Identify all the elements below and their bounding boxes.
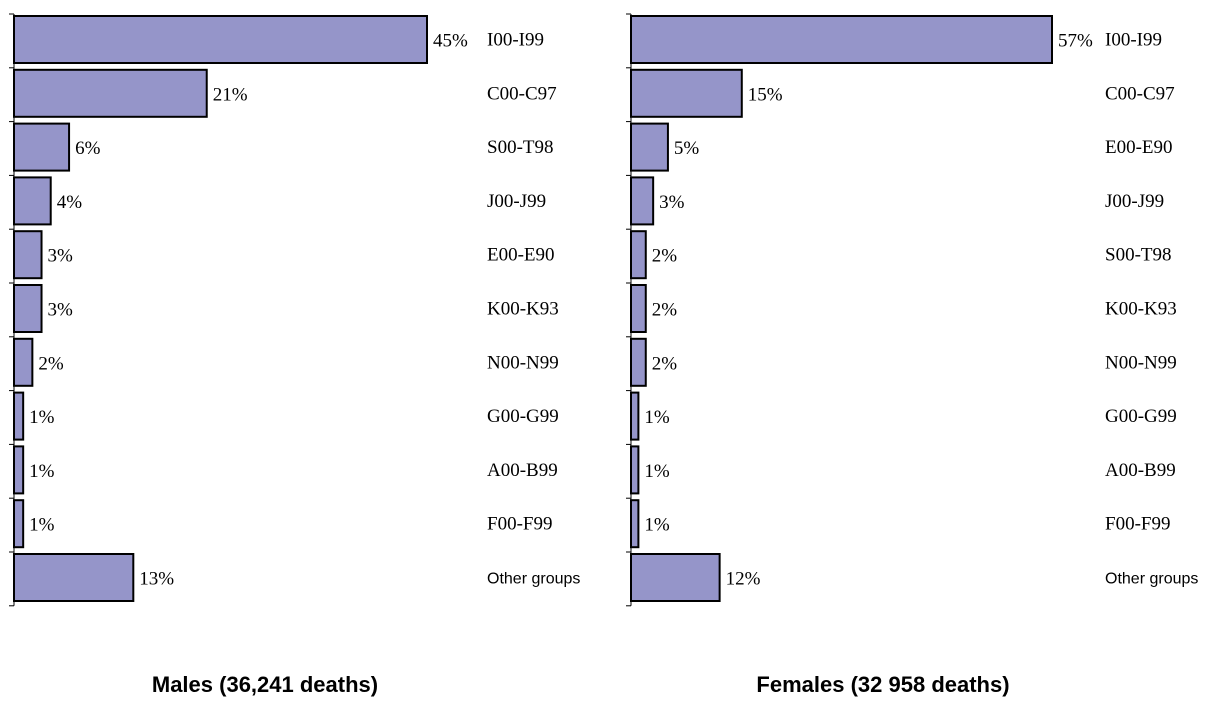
bar bbox=[630, 284, 647, 333]
chart-title: Males (36,241 deaths) bbox=[152, 672, 378, 697]
value-label: 2% bbox=[652, 353, 678, 374]
value-label: 2% bbox=[652, 246, 678, 267]
category-label: A00-B99 bbox=[1105, 460, 1176, 481]
bar bbox=[630, 553, 721, 602]
category-label: A00-B99 bbox=[487, 460, 558, 481]
category-label: I00-I99 bbox=[487, 30, 544, 51]
value-label: 1% bbox=[29, 407, 55, 428]
value-label: 2% bbox=[38, 353, 64, 374]
value-label: 2% bbox=[652, 300, 678, 321]
bar bbox=[13, 284, 43, 333]
value-label: 45% bbox=[433, 31, 468, 52]
bar bbox=[630, 68, 743, 118]
category-label: I00-I99 bbox=[1105, 30, 1162, 51]
bar bbox=[630, 445, 640, 495]
category-label: S00-T98 bbox=[487, 137, 554, 158]
bar bbox=[13, 445, 25, 495]
bar bbox=[13, 15, 428, 64]
category-label: Other groups bbox=[1105, 571, 1198, 588]
value-label: 1% bbox=[644, 515, 670, 536]
bar bbox=[630, 15, 1053, 64]
chart-title: Females (32 958 deaths) bbox=[756, 672, 1009, 697]
bar bbox=[13, 230, 43, 280]
value-label: 57% bbox=[1058, 31, 1093, 52]
value-label: 12% bbox=[726, 569, 761, 590]
bar bbox=[13, 176, 52, 226]
bar bbox=[13, 122, 71, 172]
males-panel: 45% I00-I99 21% C00-C97 6% S00-T98 4% J00-J99 3%… bbox=[9, 13, 580, 697]
category-label: K00-K93 bbox=[487, 299, 559, 320]
category-label: C00-C97 bbox=[487, 83, 557, 104]
category-label: J00-J99 bbox=[1105, 191, 1164, 212]
category-label: C00-C97 bbox=[1105, 83, 1175, 104]
category-label: E00-E90 bbox=[1105, 137, 1173, 158]
bar bbox=[13, 553, 135, 602]
bar bbox=[630, 499, 640, 549]
value-label: 15% bbox=[748, 84, 783, 105]
bar bbox=[13, 68, 208, 118]
category-label: N00-N99 bbox=[487, 352, 559, 373]
bar bbox=[630, 176, 655, 226]
category-label: E00-E90 bbox=[487, 245, 555, 266]
category-label: K00-K93 bbox=[1105, 299, 1177, 320]
category-label: J00-J99 bbox=[487, 191, 546, 212]
category-label: F00-F99 bbox=[487, 514, 552, 535]
value-label: 4% bbox=[57, 192, 83, 213]
bar bbox=[630, 230, 647, 280]
value-label: 1% bbox=[644, 407, 670, 428]
value-label: 1% bbox=[644, 461, 670, 482]
value-label: 6% bbox=[75, 138, 101, 159]
category-label: N00-N99 bbox=[1105, 352, 1177, 373]
bar bbox=[630, 122, 669, 172]
value-label: 3% bbox=[659, 192, 685, 213]
females-panel: 57% I00-I99 15% C00-C97 5% E00-E90 3% J00-J99 2%… bbox=[626, 13, 1198, 697]
category-label: G00-G99 bbox=[1105, 406, 1177, 427]
value-label: 1% bbox=[29, 461, 55, 482]
bar bbox=[13, 337, 34, 387]
category-label: S00-T98 bbox=[1105, 245, 1172, 266]
category-label: G00-G99 bbox=[487, 406, 559, 427]
bar bbox=[13, 391, 25, 441]
bar bbox=[630, 337, 647, 387]
value-label: 1% bbox=[29, 515, 55, 536]
bar bbox=[13, 499, 25, 549]
bar bbox=[630, 391, 640, 441]
value-label: 3% bbox=[48, 300, 74, 321]
value-label: 13% bbox=[139, 569, 174, 590]
value-label: 21% bbox=[213, 84, 248, 105]
category-label: Other groups bbox=[487, 571, 580, 588]
category-label: F00-F99 bbox=[1105, 514, 1170, 535]
value-label: 3% bbox=[48, 246, 74, 267]
value-label: 5% bbox=[674, 138, 700, 159]
